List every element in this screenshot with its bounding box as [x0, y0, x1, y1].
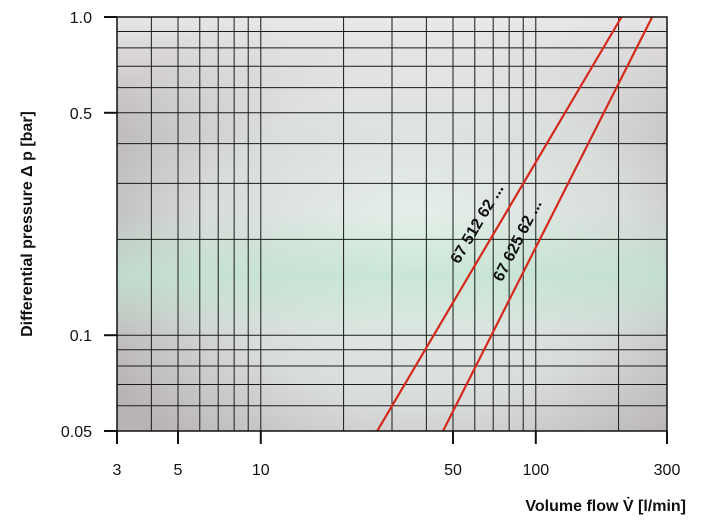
x-tick-label: 100 — [522, 462, 549, 479]
x-tick-label: 300 — [654, 462, 681, 479]
x-axis-title: Volume flow V̇ [l/min] — [525, 497, 686, 515]
y-axis-title: Differential pressure Δ p [bar] — [19, 111, 36, 337]
series-lines — [376, 16, 654, 432]
plot-frame — [116, 16, 668, 432]
y-tick-label: 1.0 — [70, 10, 92, 27]
x-tick-label: 3 — [113, 462, 122, 479]
y-tick-label: 0.5 — [70, 106, 92, 123]
x-tick-label: 5 — [174, 462, 183, 479]
series-line-2 — [442, 16, 654, 432]
series-line-1 — [376, 16, 623, 432]
y-tick-label: 0.1 — [70, 328, 92, 345]
y-tick-label: 0.05 — [61, 424, 92, 441]
x-tick-label: 10 — [252, 462, 270, 479]
x-tick-label: 50 — [444, 462, 462, 479]
axes: 3 5 10 50 100 300 0.05 0.1 0.5 1.0 Volume flow V̇ … — [19, 10, 686, 515]
